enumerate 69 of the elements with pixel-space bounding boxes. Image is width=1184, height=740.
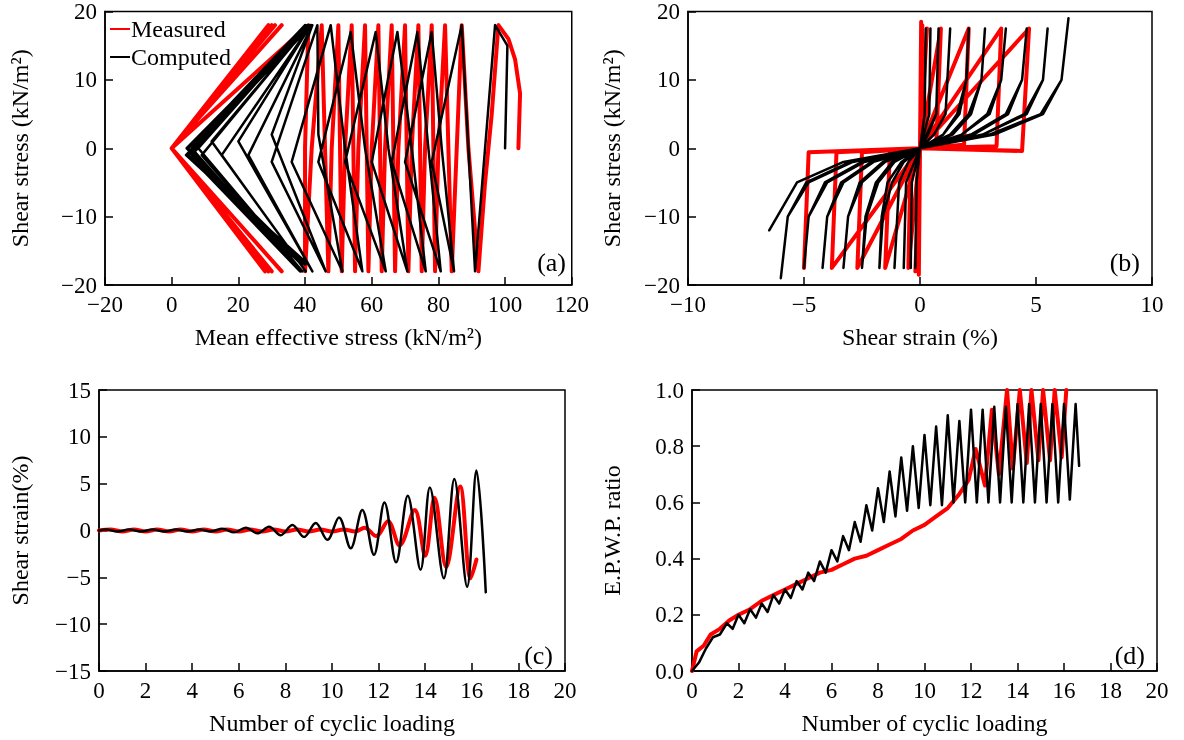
x-tick-label: 10 <box>913 678 936 703</box>
annotation: (a) <box>537 247 566 277</box>
y-tick-label: −10 <box>61 204 97 230</box>
x-tick-label: 100 <box>487 292 523 317</box>
x-tick-label: 120 <box>554 292 589 317</box>
x-tick-label: 5 <box>1030 292 1042 317</box>
y-tick-label: 0.2 <box>655 602 684 628</box>
y-tick-label: 0 <box>79 518 91 543</box>
x-tick-label: 4 <box>186 678 199 703</box>
x-axis-title: Shear strain (%) <box>842 324 998 350</box>
y-tick-label: −20 <box>61 272 97 298</box>
x-tick-label: 80 <box>426 292 450 317</box>
y-axis-title: Shear stress (kN/m²) <box>7 49 33 248</box>
y-tick-label: −15 <box>55 658 91 684</box>
x-tick-label: 2 <box>732 678 745 703</box>
x-tick-label: 0 <box>165 292 178 317</box>
y-tick-label: −5 <box>66 564 91 590</box>
annotation: (b) <box>1109 247 1141 277</box>
y-axis-title: E.P.W.P. ratio <box>599 465 625 596</box>
y-tick-label: 10 <box>657 67 680 93</box>
y-tick-label: 20 <box>74 0 97 24</box>
legend-label: Computed <box>131 44 231 70</box>
y-tick-label: 20 <box>657 0 680 24</box>
x-tick-label: 2 <box>139 678 152 703</box>
x-tick-label: 6 <box>825 678 838 703</box>
y-tick-label: 1.0 <box>655 377 684 403</box>
y-tick-label: −10 <box>55 611 91 637</box>
y-tick-label: 15 <box>68 377 91 403</box>
x-axis-title: Mean effective stress (kN/m²) <box>194 324 483 350</box>
x-tick-label: 60 <box>360 292 384 317</box>
x-tick-label: 20 <box>553 678 577 703</box>
x-tick-label: 14 <box>1006 678 1030 703</box>
y-tick-label: 0.8 <box>655 433 684 459</box>
y-tick-label: 10 <box>74 67 97 93</box>
x-tick-label: 0 <box>914 292 926 317</box>
y-tick-label: −20 <box>644 272 680 298</box>
x-tick-label: 16 <box>1052 678 1076 703</box>
y-tick-label: 0 <box>85 135 97 161</box>
x-tick-label: −5 <box>791 292 817 317</box>
x-tick-label: 18 <box>506 678 530 703</box>
y-axis-title: Shear stress (kN/m²) <box>599 49 625 248</box>
annotation: (d) <box>1114 640 1146 670</box>
x-axis-title: Number of cyclic loading <box>801 710 1048 736</box>
y-tick-label: 0.0 <box>655 658 684 684</box>
annotation: (c) <box>524 640 553 670</box>
line-series <box>767 17 1070 280</box>
x-tick-label: 12 <box>959 678 983 703</box>
x-tick-label: 40 <box>293 292 317 317</box>
legend-label: Measured <box>131 16 226 42</box>
y-tick-label: 0.4 <box>655 546 685 572</box>
y-tick-label: 0 <box>668 135 680 161</box>
x-tick-label: 20 <box>226 292 250 317</box>
y-tick-label: −10 <box>644 204 680 230</box>
x-tick-label: 6 <box>233 678 245 703</box>
x-tick-label: 20 <box>1145 678 1169 703</box>
x-tick-label: 4 <box>779 678 792 703</box>
y-tick-label: 0.6 <box>655 489 684 515</box>
x-tick-label: 18 <box>1099 678 1122 703</box>
y-axis-title: Shear strain(%) <box>7 455 33 606</box>
x-tick-label: 16 <box>460 678 484 703</box>
x-tick-label: 12 <box>367 678 391 703</box>
x-tick-label: 8 <box>872 678 884 703</box>
x-axis-title: Number of cyclic loading <box>209 710 455 736</box>
x-tick-label: 14 <box>413 678 438 703</box>
y-tick-label: 10 <box>68 424 91 450</box>
x-tick-label: 8 <box>279 678 292 703</box>
y-tick-label: 5 <box>79 471 91 497</box>
x-tick-label: 10 <box>320 678 344 703</box>
x-tick-label: 10 <box>1140 292 1164 317</box>
